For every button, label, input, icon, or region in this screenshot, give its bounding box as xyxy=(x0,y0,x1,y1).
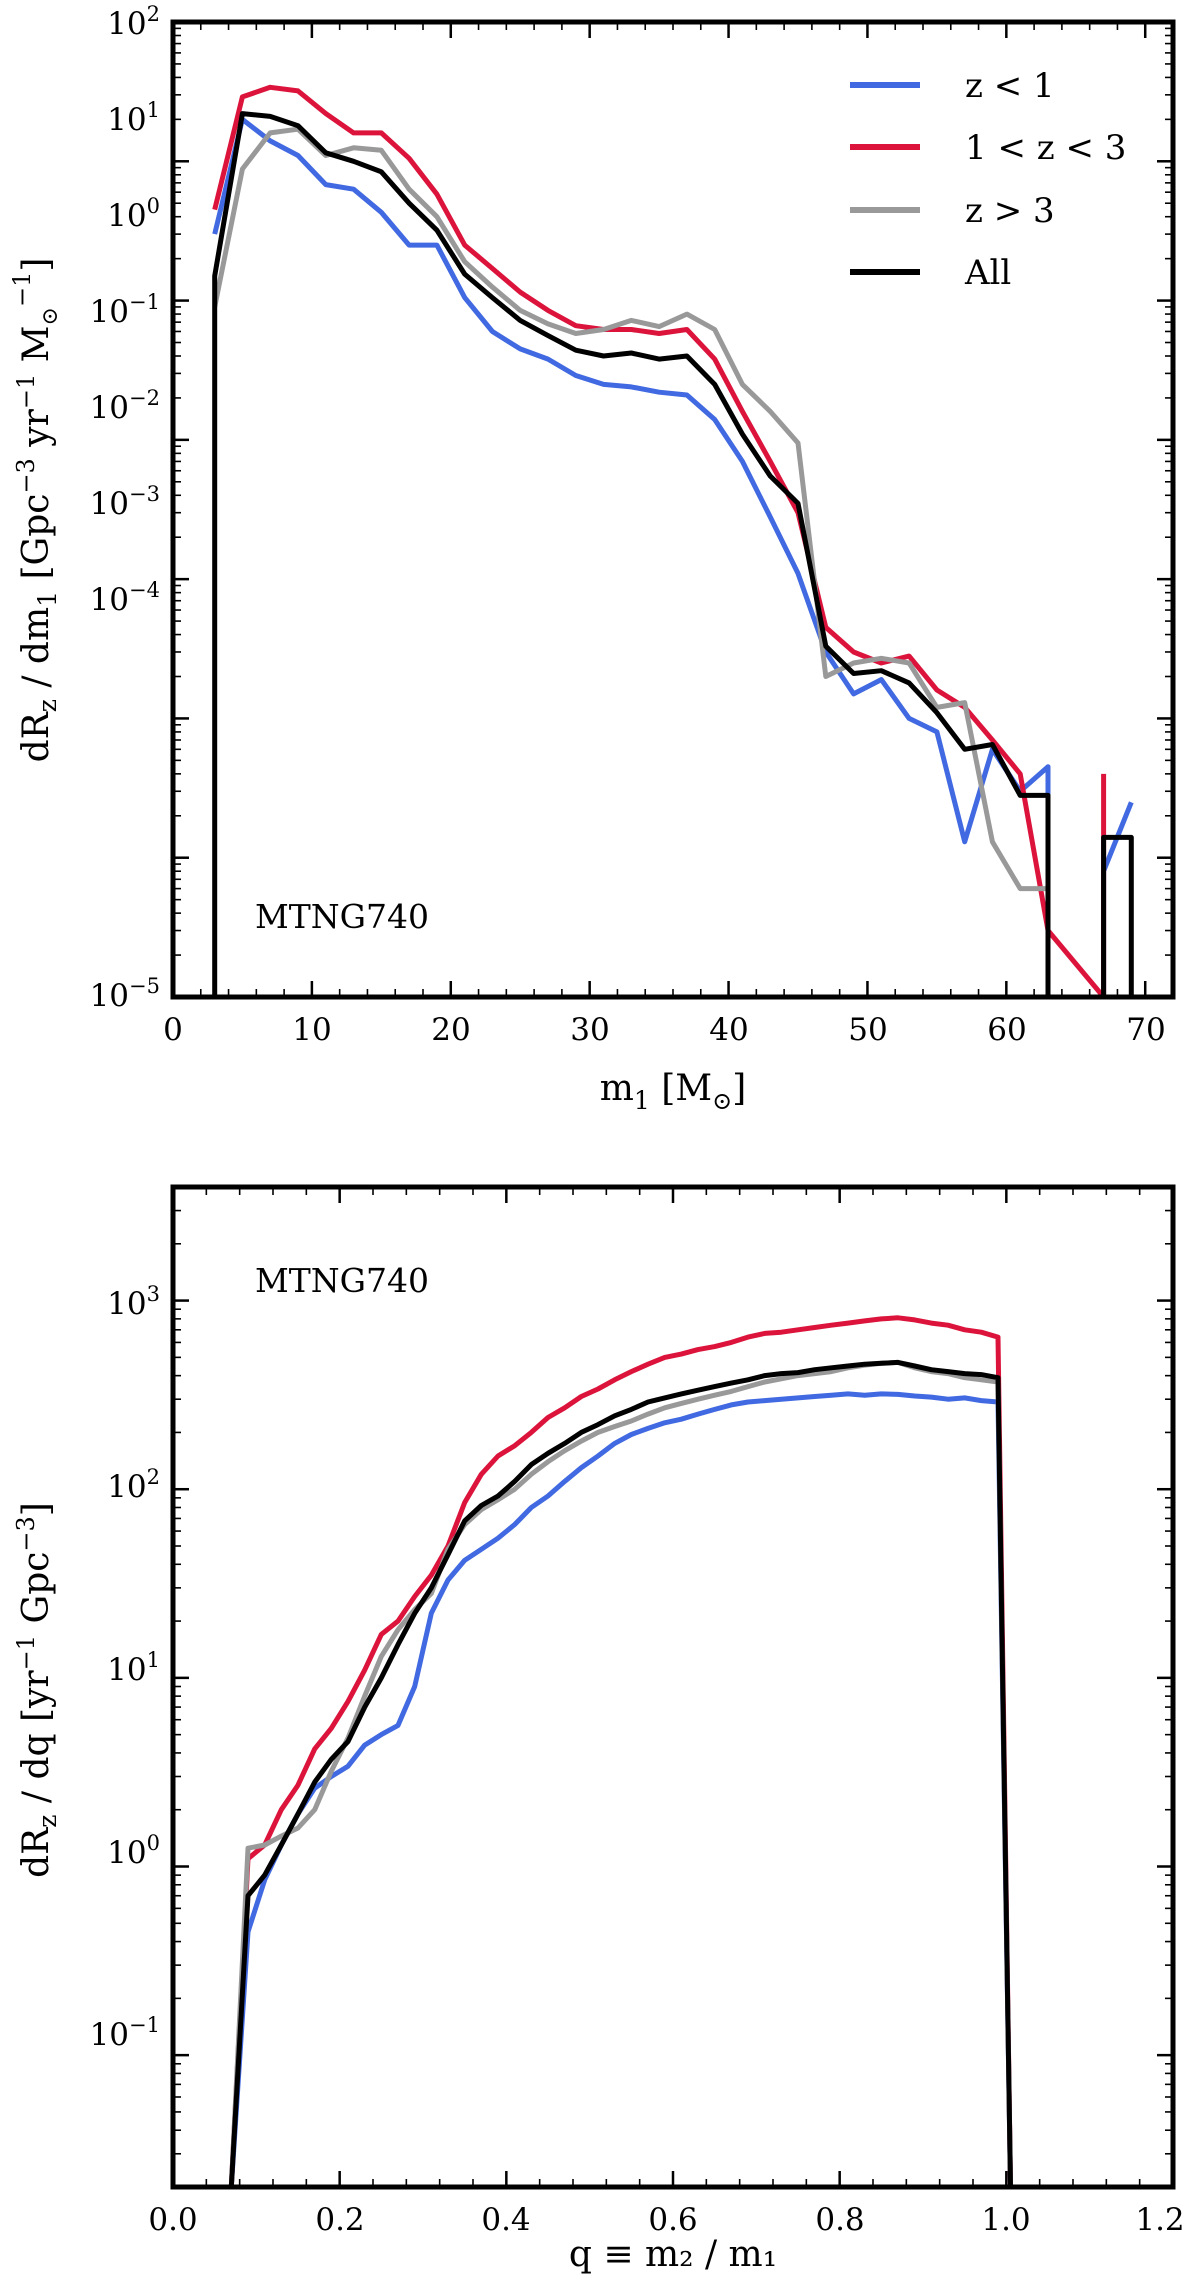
legend-label-z-gt-3: z > 3 xyxy=(965,191,1055,231)
top-series-line-z-1-3 xyxy=(212,84,1107,997)
bottom-series-line-all xyxy=(228,1359,1013,2187)
sun-symbol: ⊙ xyxy=(712,1087,732,1115)
top-x-axis-label: m1 [M⊙] xyxy=(600,1068,747,1115)
xlabel-main: m xyxy=(600,1068,634,1109)
bottom-y-tick-label: 101 xyxy=(107,1648,160,1688)
tick-base: 10 xyxy=(90,486,129,522)
top-annotation: MTNG740 xyxy=(255,897,429,936)
bottom-plot-frame xyxy=(170,1184,1176,2190)
top-x-tick-label: 30 xyxy=(570,1012,609,1048)
tick-exponent: −1 xyxy=(129,290,160,314)
top-panel: 0 10 20 30 40 50 60 70 102 101 100 10−1 … xyxy=(8,2,1176,1115)
bottom-annotation: MTNG740 xyxy=(255,1261,429,1300)
tick-base: 10 xyxy=(107,102,146,138)
tick-base: 10 xyxy=(90,2017,129,2053)
top-series-group xyxy=(212,84,1134,997)
bottom-series-line-z-lt-1 xyxy=(228,1391,1013,2187)
bottom-y-tick-labels: 103 102 101 100 10−1 xyxy=(90,1282,160,2053)
top-minor-ticks xyxy=(171,20,1174,999)
tick-base: 10 xyxy=(90,978,129,1014)
top-x-tick-label: 40 xyxy=(709,1012,748,1048)
top-x-tick-label: 0 xyxy=(163,1012,183,1048)
bottom-series-line-z-1-3 xyxy=(228,1315,1013,2187)
bottom-panel: 0.0 0.2 0.4 0.6 0.8 1.0 1.2 103 102 101 … xyxy=(12,1184,1185,2274)
bottom-x-tick-label: 1.0 xyxy=(981,2202,1030,2238)
top-y-tick-label: 10−1 xyxy=(90,290,160,330)
top-y-tick-label: 10−5 xyxy=(90,974,160,1014)
xlabel-unit-close: ] xyxy=(732,1068,746,1109)
bottom-x-axis-label: q ≡ m₂ / m₁ xyxy=(569,2234,777,2274)
bottom-x-tick-label: 0.2 xyxy=(315,2202,364,2238)
top-y-tick-label: 100 xyxy=(107,194,160,234)
tick-base: 10 xyxy=(107,198,146,234)
xlabel-unit-open: [M xyxy=(650,1068,712,1109)
tick-exponent: 1 xyxy=(147,98,160,122)
tick-exponent: 2 xyxy=(147,2,160,26)
top-y-tick-label: 10−4 xyxy=(90,578,160,618)
bottom-x-tick-label: 0.8 xyxy=(815,2202,864,2238)
tick-exponent: −5 xyxy=(129,974,160,998)
bottom-y-tick-label: 102 xyxy=(107,1465,160,1505)
tick-exponent: 3 xyxy=(147,1282,160,1306)
tick-exponent: 0 xyxy=(147,194,160,218)
top-x-tick-label: 60 xyxy=(987,1012,1026,1048)
top-series-line-all xyxy=(212,111,1134,997)
tick-exponent: −1 xyxy=(129,2013,160,2037)
top-series-line-z-gt-3 xyxy=(212,126,1048,892)
top-x-tick-label: 20 xyxy=(431,1012,470,1048)
legend: z < 1 1 < z < 3 z > 3 All xyxy=(850,66,1126,293)
bottom-y-tick-label: 100 xyxy=(107,1831,160,1871)
xlabel-sub: 1 xyxy=(634,1086,650,1115)
bottom-x-tick-labels: 0.0 0.2 0.4 0.6 0.8 1.0 1.2 xyxy=(148,2202,1184,2238)
top-y-tick-label: 10−3 xyxy=(90,482,160,522)
bottom-y-tick-label: 103 xyxy=(107,1282,160,1322)
tick-exponent: 0 xyxy=(147,1831,160,1855)
top-y-tick-label: 101 xyxy=(107,98,160,138)
bottom-y-tick-label: 10−1 xyxy=(90,2013,160,2053)
legend-label-z-1-3: 1 < z < 3 xyxy=(965,128,1126,168)
bottom-x-tick-label: 0.6 xyxy=(648,2202,697,2238)
tick-exponent: −3 xyxy=(129,482,160,506)
bottom-x-tick-label: 0.4 xyxy=(481,2202,530,2238)
tick-base: 10 xyxy=(90,390,129,426)
tick-base: 10 xyxy=(107,1286,146,1322)
top-y-tick-label: 10−2 xyxy=(90,386,160,426)
tick-base: 10 xyxy=(107,1652,146,1688)
tick-base: 10 xyxy=(107,1835,146,1871)
bottom-x-tick-label: 1.2 xyxy=(1135,2202,1184,2238)
tick-base: 10 xyxy=(107,1469,146,1505)
tick-exponent: 2 xyxy=(147,1465,160,1489)
top-x-tick-labels: 0 10 20 30 40 50 60 70 xyxy=(163,1012,1166,1048)
top-y-tick-labels: 102 101 100 10−1 10−2 10−3 10−4 10−5 xyxy=(90,2,160,1014)
top-x-tick-label: 50 xyxy=(848,1012,887,1048)
bottom-series-group xyxy=(228,1315,1013,2187)
top-series-line-z-lt-1 xyxy=(212,116,1134,997)
legend-label-z-lt-1: z < 1 xyxy=(965,66,1055,106)
bottom-minor-ticks xyxy=(171,1186,1175,2188)
bottom-y-axis-label: dRz / dq [yr−1 Gpc−3] xyxy=(12,1502,62,1878)
tick-exponent: 1 xyxy=(147,1648,160,1672)
bottom-series-line-z-gt-3 xyxy=(228,1359,1013,2187)
top-y-axis-label: dRz / dm1 [Gpc−3 yr−1 M⊙−1] xyxy=(8,258,63,763)
top-x-tick-label: 10 xyxy=(292,1012,331,1048)
tick-base: 10 xyxy=(90,294,129,330)
tick-exponent: −2 xyxy=(129,386,160,410)
top-y-tick-label: 102 xyxy=(107,2,160,42)
tick-base: 10 xyxy=(90,582,129,618)
bottom-x-tick-label: 0.0 xyxy=(148,2202,197,2238)
legend-label-all: All xyxy=(964,253,1011,293)
tick-base: 10 xyxy=(107,6,146,42)
tick-exponent: −4 xyxy=(129,578,160,602)
top-plot-frame xyxy=(170,19,1176,1000)
top-x-tick-label: 70 xyxy=(1126,1012,1165,1048)
